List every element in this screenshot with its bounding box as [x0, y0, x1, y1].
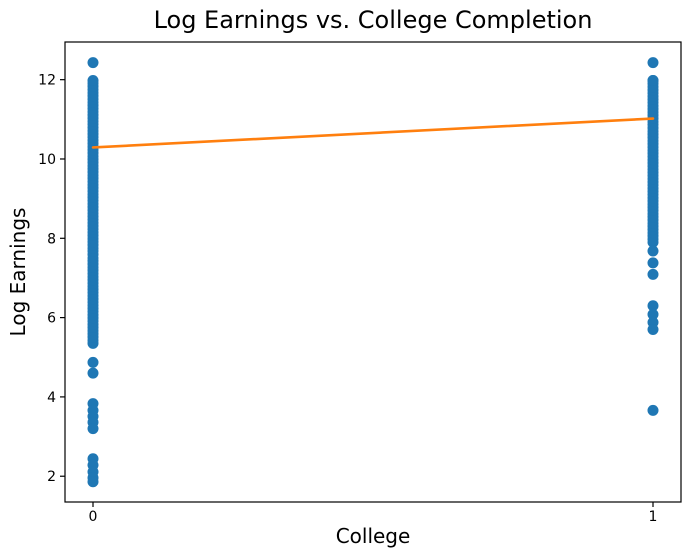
data-point [647, 300, 659, 312]
y-tick-label: 2 [47, 469, 56, 485]
data-point [647, 308, 659, 320]
data-point [647, 404, 659, 416]
data-point [87, 57, 99, 69]
scatter-column-0 [87, 57, 99, 488]
data-point [647, 257, 659, 269]
data-point [647, 268, 659, 280]
y-axis-ticks: 2 4 6 8 10 12 [38, 73, 65, 485]
data-point [647, 74, 659, 86]
x-tick-label: 0 [89, 509, 98, 525]
y-axis-label-text: Log Earnings [6, 207, 30, 337]
data-point [87, 476, 99, 488]
x-axis-label: College [335, 524, 411, 548]
x-tick-label: 1 [649, 509, 658, 525]
data-point [647, 57, 659, 69]
chart-title: Log Earnings vs. College Completion [153, 6, 593, 34]
data-point [87, 356, 99, 368]
y-tick-label: 12 [38, 73, 56, 89]
y-tick-label: 6 [47, 311, 56, 327]
data-point [87, 367, 99, 379]
data-point [647, 245, 659, 257]
y-tick-label: 4 [47, 390, 56, 406]
axes-frame [64, 41, 682, 503]
y-tick-label: 10 [38, 152, 56, 168]
data-point [87, 423, 99, 435]
data-point [647, 324, 659, 335]
y-tick-label: 8 [47, 231, 56, 247]
scatter-column-1 [647, 57, 659, 416]
fit-line [91, 117, 655, 149]
data-point [87, 74, 99, 86]
